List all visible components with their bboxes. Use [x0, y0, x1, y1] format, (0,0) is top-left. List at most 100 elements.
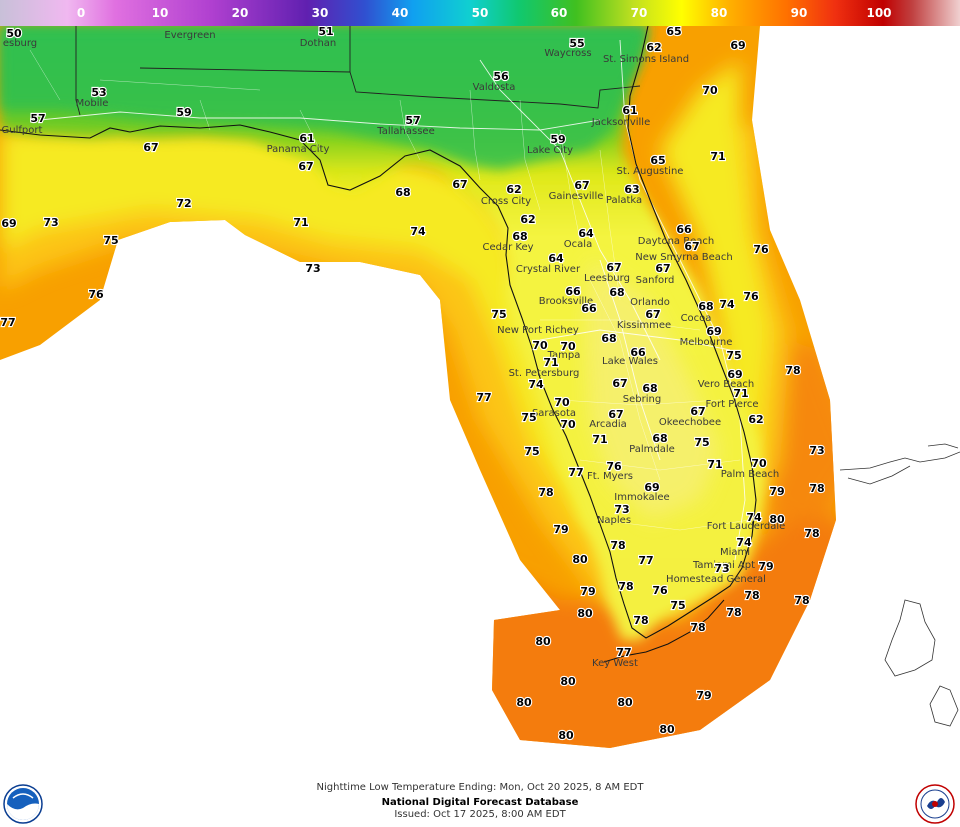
- city-label: Sebring: [623, 394, 661, 405]
- city-label: St. Petersburg: [509, 368, 580, 379]
- temperature-value: 78: [809, 482, 824, 495]
- temperature-value: 77: [616, 646, 631, 659]
- temperature-value: 71: [733, 387, 748, 400]
- city-label: Immokalee: [614, 492, 669, 503]
- temperature-value: 76: [606, 460, 622, 473]
- city-label: Evergreen: [164, 30, 215, 41]
- city-label: Okeechobee: [659, 417, 721, 428]
- temperature-value: 80: [577, 607, 593, 620]
- temperature-value: 73: [43, 216, 58, 229]
- temperature-value: 75: [103, 234, 118, 247]
- city-label: Gainesville: [549, 191, 604, 202]
- florida-keys: [603, 599, 725, 663]
- temperature-value: 76: [743, 290, 759, 303]
- temperature-value: 66: [565, 285, 581, 298]
- city-label: New Smyrna Beach: [635, 252, 733, 263]
- temperature-value: 59: [176, 106, 191, 119]
- city-label: Kissimmee: [617, 320, 671, 331]
- city-labels: esburg Evergreen Dothan Waycross St. Sim…: [2, 30, 786, 669]
- island-outlines: [839, 443, 960, 727]
- temperature-value: 75: [521, 411, 536, 424]
- city-label: Cedar Key: [482, 242, 533, 253]
- temperature-value: 70: [532, 339, 548, 352]
- city-label: Panama City: [267, 144, 330, 155]
- temperature-value: 69: [706, 325, 721, 338]
- temperature-value: 74: [736, 536, 752, 549]
- temperature-value: 56: [493, 70, 509, 83]
- city-label: Ocala: [564, 239, 592, 250]
- city-label: Sanford: [636, 275, 675, 286]
- city-label: Ft. Myers: [587, 471, 633, 482]
- temperature-value: 67: [143, 141, 158, 154]
- temperature-value: 75: [694, 436, 709, 449]
- temperature-value: 79: [553, 523, 568, 536]
- city-label: New Port Richey: [497, 325, 579, 336]
- temperature-value: 69: [644, 481, 659, 494]
- temperature-value: 57: [30, 112, 45, 125]
- temperature-value: 67: [645, 308, 660, 321]
- temperature-value: 68: [652, 432, 667, 445]
- city-label: Orlando: [630, 297, 670, 308]
- noaa-logo: [3, 784, 43, 824]
- temperature-value: 80: [617, 696, 633, 709]
- state-boundaries: [75, 26, 641, 116]
- temperature-value: 64: [548, 252, 564, 265]
- temperature-value: 66: [630, 346, 646, 359]
- temperature-value: 66: [676, 223, 692, 236]
- temperature-value: 67: [612, 377, 627, 390]
- temperature-value: 74: [746, 511, 762, 524]
- city-label: Fort Pierce: [705, 399, 758, 410]
- temperature-labels: 50 51 55 62 65 69 56 70 53 59 57 61 67 5…: [0, 26, 826, 743]
- national-weather-service-logo: [915, 784, 955, 824]
- city-label: Miami: [720, 547, 750, 558]
- temperature-value: 77: [568, 466, 583, 479]
- database-name: National Digital Forecast Database: [381, 797, 579, 808]
- temperature-value: 76: [753, 243, 769, 256]
- temperature-value: 72: [176, 197, 191, 210]
- city-label: Homestead General: [666, 574, 766, 585]
- temperature-value: 62: [646, 41, 661, 54]
- temperature-value: 70: [751, 457, 767, 470]
- city-label: Tampa: [547, 350, 581, 361]
- city-label: Leesburg: [584, 273, 630, 284]
- city-label: esburg: [3, 38, 37, 49]
- temperature-value: 67: [574, 179, 589, 192]
- temperature-value: 80: [558, 729, 574, 742]
- temperature-value: 53: [91, 86, 106, 99]
- city-label: Tallahassee: [376, 126, 434, 137]
- temperature-value: 80: [659, 723, 675, 736]
- temperature-value: 77: [476, 391, 491, 404]
- temperature-value: 70: [560, 340, 576, 353]
- temperature-value: 74: [528, 378, 544, 391]
- temperature-value: 78: [618, 580, 633, 593]
- temperature-value: 68: [642, 382, 657, 395]
- temperature-value: 69: [727, 368, 742, 381]
- city-label: Daytona Beach: [638, 236, 714, 247]
- temperature-value: 55: [569, 37, 584, 50]
- temperature-value: 71: [293, 216, 308, 229]
- temperature-value: 67: [684, 240, 699, 253]
- temperature-value: 67: [452, 178, 467, 191]
- temperature-value: 75: [670, 599, 685, 612]
- temperature-value: 80: [516, 696, 532, 709]
- temperature-value: 79: [580, 585, 595, 598]
- temperature-value: 78: [538, 486, 553, 499]
- temperature-value: 63: [624, 183, 639, 196]
- temperature-value: 68: [698, 300, 713, 313]
- city-label: Valdosta: [473, 82, 516, 93]
- temperature-value: 68: [512, 230, 527, 243]
- city-label: Palmdale: [629, 444, 675, 455]
- city-label: Crystal River: [516, 264, 581, 275]
- florida-coastline: [0, 26, 757, 639]
- temperature-value: 71: [543, 356, 558, 369]
- temperature-value: 76: [652, 584, 668, 597]
- map-title: Nighttime Low Temperature Ending: Mon, O…: [316, 782, 644, 793]
- city-label: Brooksville: [539, 296, 593, 307]
- temperature-value: 71: [707, 458, 722, 471]
- temperature-value: 70: [702, 84, 718, 97]
- county-lines: [29, 49, 751, 531]
- temperature-value: 64: [578, 227, 594, 240]
- temperature-value: 73: [809, 444, 824, 457]
- city-label: Tamiami Apt: [692, 560, 755, 571]
- city-label: St. Augustine: [617, 166, 684, 177]
